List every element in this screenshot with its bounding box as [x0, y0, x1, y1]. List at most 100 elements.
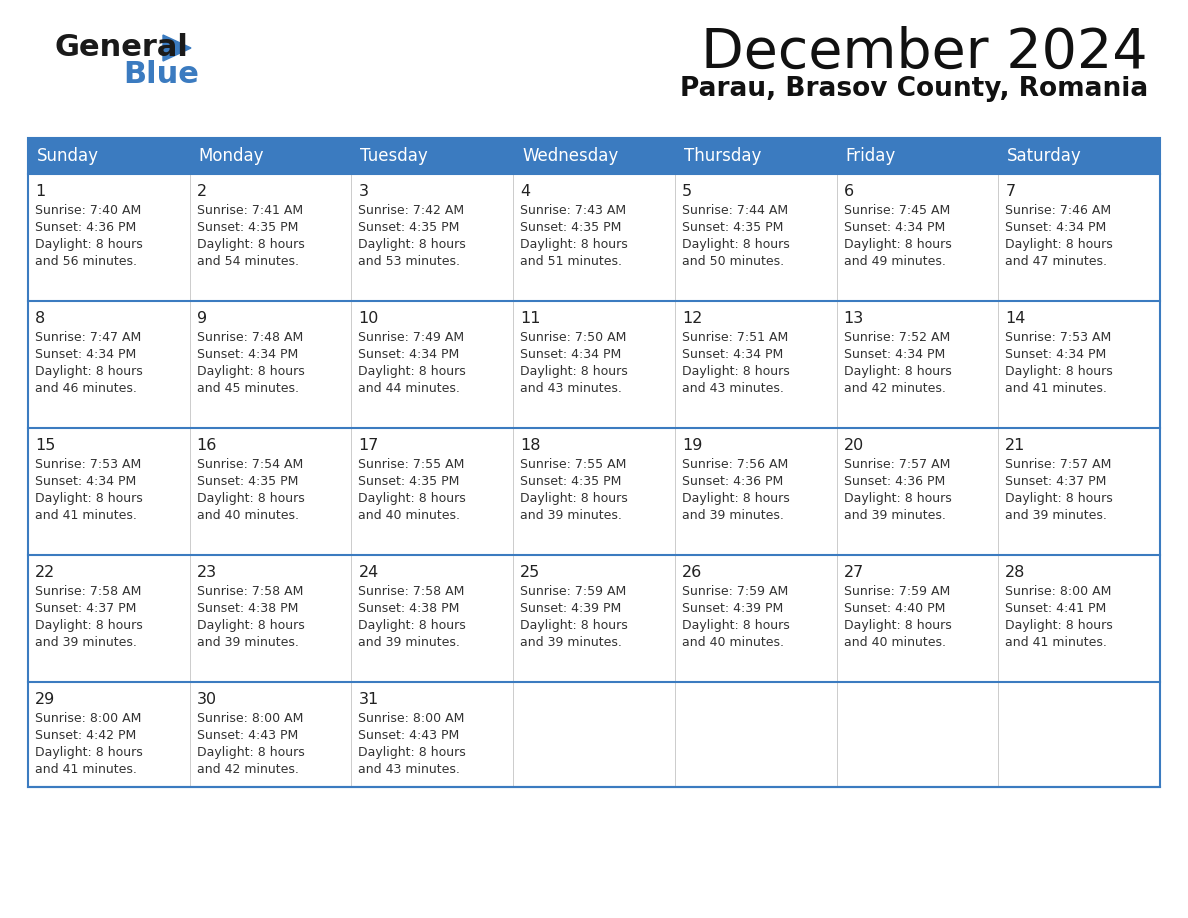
- Text: Sunset: 4:34 PM: Sunset: 4:34 PM: [1005, 221, 1106, 234]
- Text: Sunrise: 7:58 AM: Sunrise: 7:58 AM: [197, 585, 303, 598]
- Bar: [29, 428, 1159, 555]
- Text: Sunset: 4:37 PM: Sunset: 4:37 PM: [1005, 475, 1107, 488]
- Text: Daylight: 8 hours: Daylight: 8 hours: [1005, 238, 1113, 251]
- Text: Daylight: 8 hours: Daylight: 8 hours: [359, 365, 466, 378]
- Text: Sunrise: 7:40 AM: Sunrise: 7:40 AM: [34, 204, 141, 217]
- Text: 10: 10: [359, 311, 379, 326]
- Text: Daylight: 8 hours: Daylight: 8 hours: [34, 746, 143, 759]
- Text: and 54 minutes.: and 54 minutes.: [197, 255, 298, 268]
- Text: 25: 25: [520, 565, 541, 580]
- Text: Sunrise: 7:53 AM: Sunrise: 7:53 AM: [1005, 331, 1112, 344]
- Text: 1: 1: [34, 184, 45, 199]
- Text: Sunrise: 7:42 AM: Sunrise: 7:42 AM: [359, 204, 465, 217]
- Text: Daylight: 8 hours: Daylight: 8 hours: [197, 492, 304, 505]
- Text: Sunrise: 7:59 AM: Sunrise: 7:59 AM: [682, 585, 788, 598]
- Text: and 39 minutes.: and 39 minutes.: [359, 636, 460, 649]
- Text: and 47 minutes.: and 47 minutes.: [1005, 255, 1107, 268]
- Text: Sunrise: 7:58 AM: Sunrise: 7:58 AM: [34, 585, 141, 598]
- Text: Sunset: 4:34 PM: Sunset: 4:34 PM: [843, 221, 944, 234]
- Text: Daylight: 8 hours: Daylight: 8 hours: [1005, 365, 1113, 378]
- Text: and 41 minutes.: and 41 minutes.: [34, 509, 137, 522]
- Text: Daylight: 8 hours: Daylight: 8 hours: [359, 238, 466, 251]
- Text: Sunset: 4:34 PM: Sunset: 4:34 PM: [34, 475, 137, 488]
- Text: Daylight: 8 hours: Daylight: 8 hours: [520, 492, 628, 505]
- Text: Sunset: 4:34 PM: Sunset: 4:34 PM: [359, 348, 460, 361]
- Text: and 40 minutes.: and 40 minutes.: [682, 636, 784, 649]
- Text: Daylight: 8 hours: Daylight: 8 hours: [34, 492, 143, 505]
- Text: Sunrise: 7:43 AM: Sunrise: 7:43 AM: [520, 204, 626, 217]
- Text: and 43 minutes.: and 43 minutes.: [520, 382, 623, 395]
- Text: Daylight: 8 hours: Daylight: 8 hours: [1005, 492, 1113, 505]
- Text: Sunrise: 7:50 AM: Sunrise: 7:50 AM: [520, 331, 626, 344]
- Text: and 53 minutes.: and 53 minutes.: [359, 255, 461, 268]
- Text: Sunrise: 7:57 AM: Sunrise: 7:57 AM: [843, 458, 950, 471]
- Text: Sunrise: 7:57 AM: Sunrise: 7:57 AM: [1005, 458, 1112, 471]
- Text: Sunset: 4:37 PM: Sunset: 4:37 PM: [34, 602, 137, 615]
- Text: and 50 minutes.: and 50 minutes.: [682, 255, 784, 268]
- Text: 20: 20: [843, 438, 864, 453]
- Text: Sunset: 4:41 PM: Sunset: 4:41 PM: [1005, 602, 1106, 615]
- Text: Sunset: 4:35 PM: Sunset: 4:35 PM: [359, 221, 460, 234]
- Text: and 56 minutes.: and 56 minutes.: [34, 255, 137, 268]
- Text: and 40 minutes.: and 40 minutes.: [359, 509, 461, 522]
- Text: Sunrise: 7:46 AM: Sunrise: 7:46 AM: [1005, 204, 1112, 217]
- Text: Sunset: 4:39 PM: Sunset: 4:39 PM: [520, 602, 621, 615]
- Text: Sunrise: 8:00 AM: Sunrise: 8:00 AM: [1005, 585, 1112, 598]
- Text: Sunrise: 7:47 AM: Sunrise: 7:47 AM: [34, 331, 141, 344]
- Text: Daylight: 8 hours: Daylight: 8 hours: [682, 365, 790, 378]
- Text: 30: 30: [197, 692, 217, 707]
- Text: and 45 minutes.: and 45 minutes.: [197, 382, 298, 395]
- Text: Sunset: 4:35 PM: Sunset: 4:35 PM: [682, 221, 783, 234]
- Text: Sunset: 4:34 PM: Sunset: 4:34 PM: [1005, 348, 1106, 361]
- Bar: [29, 138, 1159, 787]
- Text: and 42 minutes.: and 42 minutes.: [843, 382, 946, 395]
- Text: Wednesday: Wednesday: [523, 147, 619, 165]
- Text: Sunrise: 7:55 AM: Sunrise: 7:55 AM: [520, 458, 626, 471]
- Text: Daylight: 8 hours: Daylight: 8 hours: [682, 238, 790, 251]
- Text: 13: 13: [843, 311, 864, 326]
- Text: Daylight: 8 hours: Daylight: 8 hours: [197, 619, 304, 632]
- Text: and 39 minutes.: and 39 minutes.: [1005, 509, 1107, 522]
- Text: Sunrise: 8:00 AM: Sunrise: 8:00 AM: [359, 712, 465, 725]
- Text: Sunset: 4:35 PM: Sunset: 4:35 PM: [197, 475, 298, 488]
- Text: Daylight: 8 hours: Daylight: 8 hours: [197, 746, 304, 759]
- Text: 29: 29: [34, 692, 56, 707]
- Text: Friday: Friday: [846, 147, 896, 165]
- Text: 28: 28: [1005, 565, 1025, 580]
- Text: Daylight: 8 hours: Daylight: 8 hours: [34, 365, 143, 378]
- Text: Sunrise: 8:00 AM: Sunrise: 8:00 AM: [34, 712, 141, 725]
- Text: Sunrise: 7:54 AM: Sunrise: 7:54 AM: [197, 458, 303, 471]
- Text: 22: 22: [34, 565, 56, 580]
- Text: General: General: [55, 33, 189, 62]
- Bar: [29, 174, 1159, 301]
- Text: Sunrise: 7:56 AM: Sunrise: 7:56 AM: [682, 458, 788, 471]
- Text: and 49 minutes.: and 49 minutes.: [843, 255, 946, 268]
- Text: 14: 14: [1005, 311, 1025, 326]
- Text: Sunset: 4:34 PM: Sunset: 4:34 PM: [843, 348, 944, 361]
- Bar: [29, 682, 1159, 787]
- Text: Sunset: 4:35 PM: Sunset: 4:35 PM: [359, 475, 460, 488]
- Text: Sunrise: 7:55 AM: Sunrise: 7:55 AM: [359, 458, 465, 471]
- Text: Sunrise: 7:59 AM: Sunrise: 7:59 AM: [520, 585, 626, 598]
- Bar: [29, 555, 1159, 682]
- Text: Daylight: 8 hours: Daylight: 8 hours: [197, 365, 304, 378]
- Text: Daylight: 8 hours: Daylight: 8 hours: [843, 238, 952, 251]
- Text: and 39 minutes.: and 39 minutes.: [520, 509, 623, 522]
- Text: Sunset: 4:34 PM: Sunset: 4:34 PM: [682, 348, 783, 361]
- Text: and 42 minutes.: and 42 minutes.: [197, 763, 298, 776]
- Text: Daylight: 8 hours: Daylight: 8 hours: [34, 619, 143, 632]
- Text: Sunset: 4:35 PM: Sunset: 4:35 PM: [520, 475, 621, 488]
- Text: Sunset: 4:40 PM: Sunset: 4:40 PM: [843, 602, 944, 615]
- Text: Sunset: 4:39 PM: Sunset: 4:39 PM: [682, 602, 783, 615]
- Text: Daylight: 8 hours: Daylight: 8 hours: [520, 238, 628, 251]
- Text: 15: 15: [34, 438, 56, 453]
- Text: Daylight: 8 hours: Daylight: 8 hours: [682, 619, 790, 632]
- Text: and 40 minutes.: and 40 minutes.: [197, 509, 298, 522]
- Text: and 39 minutes.: and 39 minutes.: [197, 636, 298, 649]
- Text: Sunrise: 7:58 AM: Sunrise: 7:58 AM: [359, 585, 465, 598]
- Text: and 51 minutes.: and 51 minutes.: [520, 255, 623, 268]
- Text: Sunday: Sunday: [37, 147, 99, 165]
- Text: Sunrise: 7:41 AM: Sunrise: 7:41 AM: [197, 204, 303, 217]
- Text: Tuesday: Tuesday: [360, 147, 428, 165]
- Text: Sunrise: 7:44 AM: Sunrise: 7:44 AM: [682, 204, 788, 217]
